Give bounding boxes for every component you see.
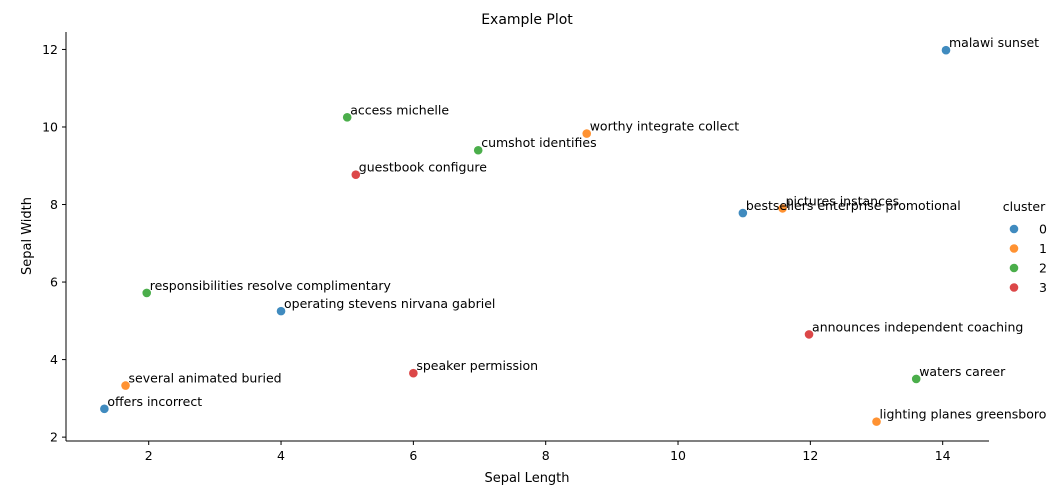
legend-entries: 0 1 2 3 <box>1009 222 1047 295</box>
points-layer <box>100 45 951 426</box>
x-tick-label: 12 <box>802 448 818 463</box>
data-point <box>582 129 592 138</box>
x-tick-label: 14 <box>935 448 951 463</box>
y-tick-label: 10 <box>42 119 58 134</box>
legend-marker <box>1009 263 1019 273</box>
legend-marker <box>1009 224 1019 234</box>
point-label: bestsellers enterprise promotional <box>746 198 961 213</box>
data-point <box>100 404 109 414</box>
x-tick-label: 10 <box>670 448 686 463</box>
y-tick-label: 6 <box>50 275 58 290</box>
point-label: guestbook configure <box>359 160 487 175</box>
x-ticks: 2 4 6 8 10 12 14 <box>145 441 951 463</box>
x-tick-label: 8 <box>542 448 550 463</box>
y-tick-label: 12 <box>42 42 58 57</box>
legend-label: 3 <box>1039 280 1047 295</box>
legend-marker <box>1009 244 1019 253</box>
y-axis-label: Sepal Width <box>20 197 35 275</box>
y-tick-label: 4 <box>50 352 58 367</box>
data-point <box>121 381 130 390</box>
y-tick-label: 2 <box>50 430 58 445</box>
data-point <box>142 288 152 298</box>
x-axis-label: Sepal Length <box>484 471 569 486</box>
point-label: several animated buried <box>129 371 282 386</box>
x-tick-label: 2 <box>145 448 153 463</box>
y-tick-label: 8 <box>50 197 58 212</box>
point-label: malawi sunset <box>949 35 1039 50</box>
data-point <box>276 306 286 316</box>
data-point <box>351 170 361 179</box>
legend-label: 1 <box>1039 241 1047 256</box>
x-tick-label: 4 <box>277 448 285 463</box>
y-ticks: 2 4 6 8 10 12 <box>42 42 66 445</box>
data-point <box>778 204 787 213</box>
point-label: responsibilities resolve complimentary <box>150 278 392 293</box>
point-label: offers incorrect <box>107 394 202 409</box>
chart-title: Example Plot <box>481 12 573 28</box>
data-point <box>409 368 418 378</box>
point-label: waters career <box>919 364 1006 379</box>
point-labels-layer: malawi sunset access michelle worthy integ… <box>107 35 1046 421</box>
point-label: cumshot identifies <box>481 135 596 150</box>
legend: cluster 0 1 2 3 <box>1003 199 1047 295</box>
data-point <box>473 145 483 155</box>
legend-label: 2 <box>1039 261 1047 276</box>
legend-title: cluster <box>1003 199 1046 214</box>
point-label: speaker permission <box>416 358 538 373</box>
point-label: lighting planes greensboro <box>880 407 1047 422</box>
x-tick-label: 6 <box>409 448 417 463</box>
data-point <box>872 417 881 426</box>
data-point <box>804 330 814 339</box>
point-label: operating stevens nirvana gabriel <box>284 296 495 311</box>
data-point <box>911 374 921 384</box>
legend-label: 0 <box>1039 222 1047 237</box>
point-label: worthy integrate collect <box>590 119 740 134</box>
legend-marker <box>1009 283 1019 292</box>
point-label: pictures instances <box>786 193 900 208</box>
data-point <box>342 112 352 122</box>
data-point <box>941 45 951 55</box>
point-label: access michelle <box>350 102 449 117</box>
point-label: announces independent coaching <box>812 319 1023 334</box>
data-point <box>738 208 748 218</box>
